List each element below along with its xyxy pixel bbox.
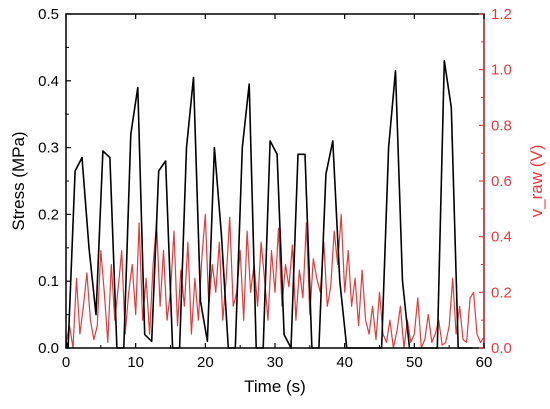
bottom-tick-label: 50 — [406, 354, 423, 371]
left-tick-label: 0.0 — [38, 340, 59, 357]
left-tick-label: 0.1 — [38, 273, 59, 290]
right-tick-label: 0.6 — [491, 173, 512, 190]
left-axis-ticks: 0.0 0.1 0.2 0.3 0.4 0.5 — [38, 6, 71, 357]
bottom-tick-label: 30 — [267, 354, 284, 371]
right-axis-title: v_raw (V) — [527, 145, 546, 218]
left-tick-label: 0.2 — [38, 206, 59, 223]
bottom-tick-label: 40 — [336, 354, 353, 371]
right-tick-label: 1.2 — [491, 6, 512, 23]
x-axis-title: Time (s) — [244, 377, 306, 396]
series-layer — [65, 59, 485, 349]
bottom-tick-label: 20 — [197, 354, 214, 371]
bottom-tick-label: 0 — [62, 354, 70, 371]
right-tick-label: 1.0 — [491, 62, 512, 79]
left-tick-label: 0.3 — [38, 140, 59, 157]
stress-series-line — [65, 59, 473, 349]
left-tick-label: 0.5 — [38, 6, 59, 23]
right-axis-ticks: 0.0 0.2 0.4 0.6 0.8 1.0 1.2 — [479, 6, 512, 357]
right-tick-label: 0.0 — [491, 340, 512, 357]
bottom-tick-label: 60 — [476, 354, 493, 371]
bottom-tick-label: 10 — [127, 354, 144, 371]
left-axis-title: Stress (MPa) — [9, 131, 28, 230]
right-tick-label: 0.8 — [491, 117, 512, 134]
bottom-axis-ticks: 0 10 20 30 40 50 60 — [62, 14, 493, 371]
right-tick-label: 0.2 — [491, 284, 512, 301]
left-tick-label: 0.4 — [38, 73, 59, 90]
v-raw-series-line — [65, 213, 485, 349]
right-tick-label: 0.4 — [491, 229, 512, 246]
